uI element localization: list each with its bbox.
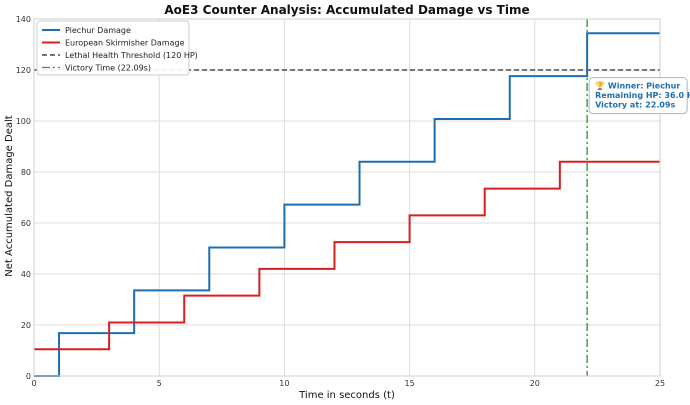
skirmisher-damage-line bbox=[34, 160, 660, 351]
piechur-damage-line bbox=[34, 32, 660, 377]
y-tick-label: 20 bbox=[21, 321, 31, 330]
y-tick-label: 140 bbox=[16, 15, 31, 24]
y-tick-label: 100 bbox=[16, 117, 31, 126]
x-tick-label: 0 bbox=[31, 379, 36, 388]
x-tick-label: 5 bbox=[157, 379, 162, 388]
y-tick-label: 60 bbox=[21, 219, 31, 228]
legend-label: Victory Time (22.09s) bbox=[65, 64, 151, 73]
legend-label: Piechur Damage bbox=[65, 26, 131, 35]
legend-label: Lethal Health Threshold (120 HP) bbox=[65, 51, 198, 60]
chart-title: AoE3 Counter Analysis: Accumulated Damag… bbox=[164, 3, 529, 17]
y-tick-label: 40 bbox=[21, 270, 31, 279]
legend-box bbox=[36, 20, 190, 76]
annotation-box bbox=[588, 77, 688, 115]
y-tick-label: 120 bbox=[16, 66, 31, 75]
plot-frame bbox=[33, 18, 661, 377]
tick-labels: 0 5 10 15 20 25 0 20 40 60 80 100 120 140 bbox=[16, 15, 665, 388]
annotation-line: 🏆 Winner: Piechur bbox=[595, 81, 680, 91]
y-tick-label: 0 bbox=[26, 372, 31, 381]
legend: Piechur Damage European Skirmisher Damage… bbox=[36, 20, 198, 76]
x-tick-label: 20 bbox=[530, 379, 540, 388]
x-axis-title: Time in seconds (t) bbox=[298, 390, 395, 401]
x-tick-label: 15 bbox=[405, 379, 415, 388]
annotation-line: Victory at: 22.09s bbox=[595, 101, 675, 110]
series-lines bbox=[34, 32, 660, 377]
legend-label: European Skirmisher Damage bbox=[65, 39, 185, 48]
annotation-line: Remaining HP: 36.0 HP bbox=[595, 91, 690, 100]
x-tick-label: 25 bbox=[655, 379, 665, 388]
y-tick-label: 80 bbox=[21, 168, 31, 177]
y-axis-title: Net Accumulated Damage Dealt bbox=[4, 115, 15, 276]
x-tick-label: 10 bbox=[279, 379, 289, 388]
